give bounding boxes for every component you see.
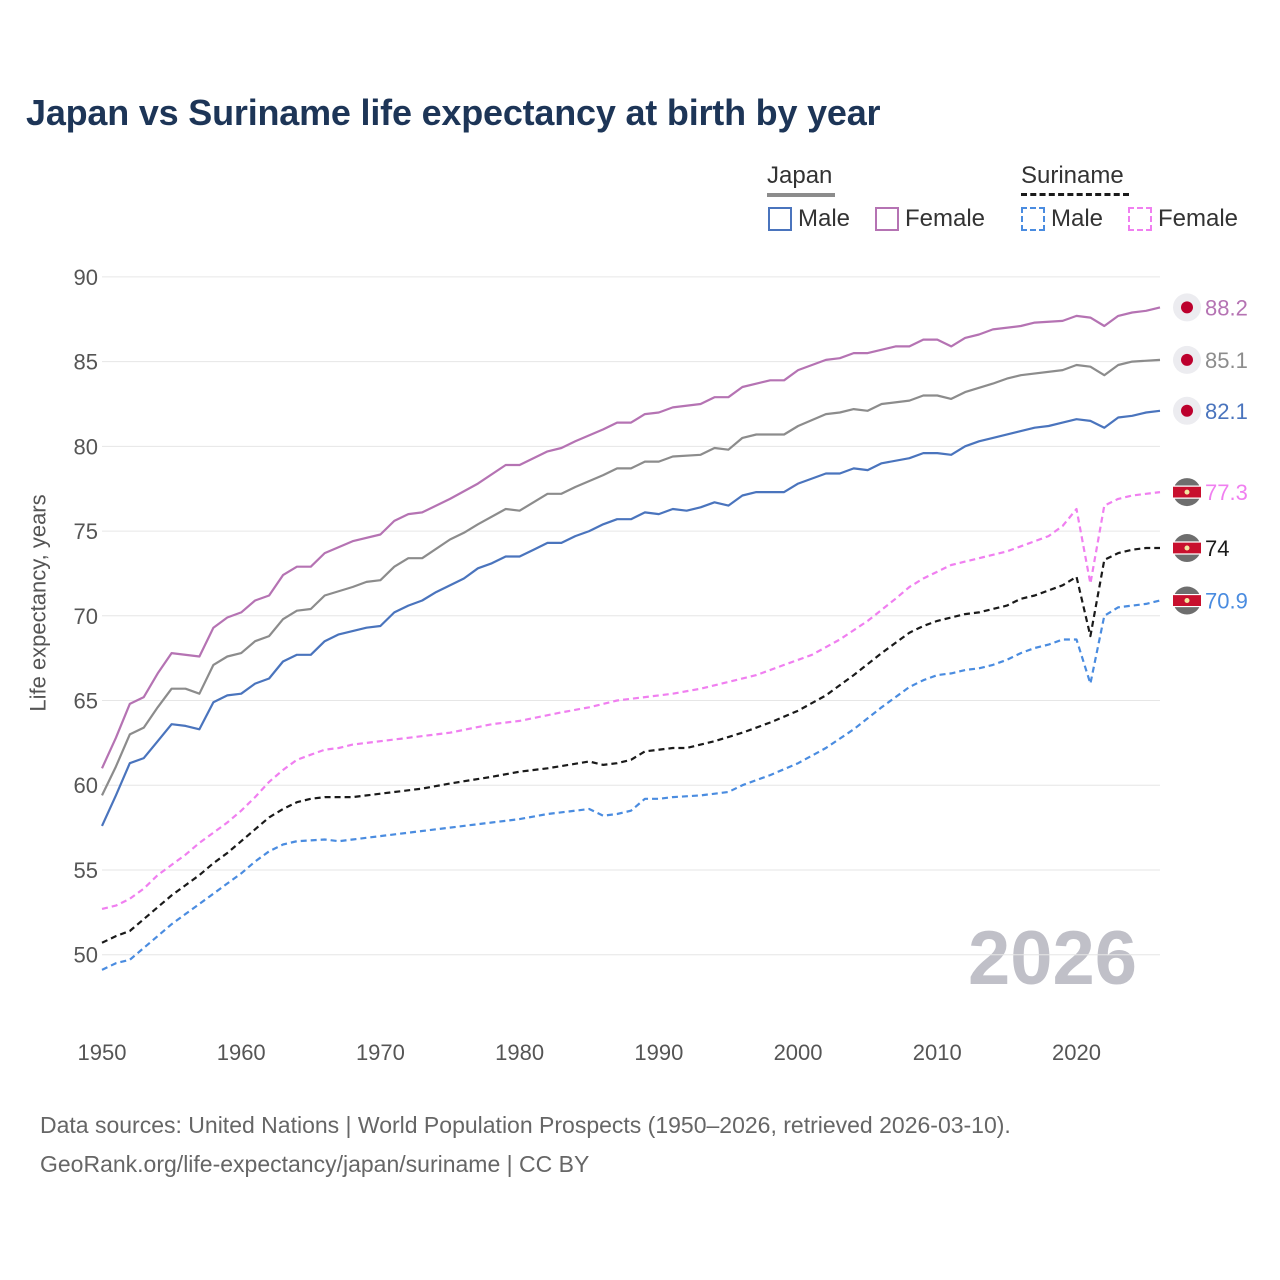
end-label-suriname_male: 70.9 (1205, 589, 1248, 614)
flag-japan-disc (1181, 301, 1193, 314)
y-tick-70: 70 (74, 604, 98, 629)
end-markers: 88.2 85.1 82.1 77.3 74 70.9 (1173, 293, 1248, 615)
legend-suriname-line (1021, 193, 1129, 196)
end-label-japan_total: 85.1 (1205, 348, 1248, 373)
series-lines (100, 306, 1161, 971)
legend-suriname-female-label: Female (1158, 205, 1239, 232)
legend-suriname-heading: Suriname (1021, 162, 1129, 196)
legend-japan-male-label: Male (798, 205, 851, 232)
y-tick-60: 60 (74, 773, 98, 798)
year-watermark: 2026 (968, 916, 1138, 1001)
legend-suriname-male-swatch (1021, 207, 1045, 231)
end-label-suriname_female: 77.3 (1205, 480, 1248, 505)
x-tick-2020: 2020 (1052, 1040, 1101, 1065)
series-line-suriname_total (101, 546, 1160, 944)
y-tick-55: 55 (74, 858, 98, 883)
grid (102, 276, 1160, 956)
y-tick-85: 85 (74, 350, 98, 375)
series-line-japan_total (101, 358, 1161, 796)
series-line-japan_male (100, 409, 1161, 827)
legend-japan-male-swatch (768, 207, 792, 231)
flag-suriname-star (1184, 598, 1190, 604)
legend-suriname-male-label: Male (1051, 205, 1104, 232)
legend-japan-line (767, 193, 835, 197)
end-label-suriname_total: 74 (1205, 536, 1229, 561)
chart-area: 50 55 60 65 70 75 80 85 90 1950 1960 1970 1980 1990 2… (74, 265, 1248, 1065)
flag-suriname-star (1184, 545, 1190, 551)
y-tick-50: 50 (74, 943, 98, 968)
x-tick-1990: 1990 (634, 1040, 683, 1065)
end-label-japan_male: 82.1 (1205, 399, 1248, 424)
y-tick-65: 65 (74, 689, 98, 714)
y-tick-75: 75 (74, 519, 98, 544)
end-marker-suriname_male (1173, 586, 1201, 615)
legend-japan-female[interactable]: Female (875, 205, 985, 233)
x-tick-1980: 1980 (495, 1040, 544, 1065)
series-line-suriname_male (101, 599, 1161, 971)
x-tick-2010: 2010 (913, 1040, 962, 1065)
legend-japan-male[interactable]: Male (768, 205, 850, 233)
x-tick-2000: 2000 (774, 1040, 823, 1065)
source-line-1: Data sources: United Nations | World Pop… (40, 1112, 1011, 1138)
x-tick-1970: 1970 (356, 1040, 405, 1065)
end-marker-suriname_total (1173, 534, 1201, 563)
series-line-japan_female (100, 306, 1161, 769)
legend-suriname-label: Suriname (1021, 162, 1124, 189)
end-marker-japan_male (1173, 396, 1201, 425)
end-marker-japan_female (1173, 293, 1201, 322)
x-tick-1950: 1950 (78, 1040, 127, 1065)
legend-japan-female-swatch (875, 207, 899, 231)
legend-suriname-female-swatch (1128, 207, 1152, 231)
flag-suriname-star (1184, 489, 1190, 495)
end-label-japan_female: 88.2 (1205, 295, 1248, 320)
flag-japan-disc (1181, 353, 1193, 366)
source-line-2[interactable]: GeoRank.org/life-expectancy/japan/surina… (40, 1151, 590, 1177)
y-tick-80: 80 (74, 434, 98, 459)
x-tick-1960: 1960 (217, 1040, 266, 1065)
flag-japan-disc (1181, 404, 1193, 417)
legend-suriname-male[interactable]: Male (1021, 205, 1103, 233)
legend-japan-heading: Japan (767, 162, 835, 197)
source-note: Data sources: United Nations | World Pop… (40, 1106, 1011, 1184)
chart-title: Japan vs Suriname life expectancy at bir… (26, 92, 881, 133)
series-line-suriname_female (101, 491, 1161, 910)
legend-japan-label: Japan (767, 162, 833, 189)
legend-suriname-female[interactable]: Female (1128, 205, 1238, 233)
x-ticks: 1950 1960 1970 1980 1990 2000 2010 2020 (78, 1040, 1101, 1065)
y-tick-90: 90 (74, 265, 98, 290)
end-marker-suriname_female (1173, 478, 1201, 507)
end-marker-japan_total (1173, 345, 1201, 374)
legend-japan-female-label: Female (905, 205, 986, 232)
y-ticks: 50 55 60 65 70 75 80 85 90 (74, 265, 98, 968)
